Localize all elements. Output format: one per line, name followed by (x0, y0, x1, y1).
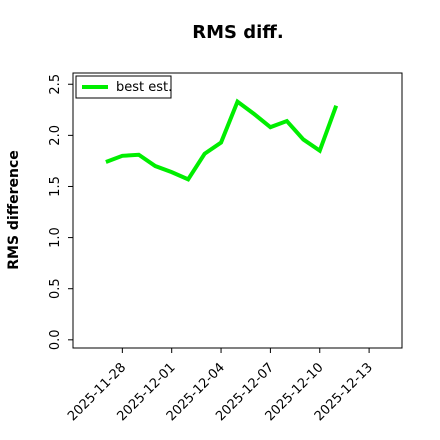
y-tick-label: 2.0 (48, 125, 63, 146)
y-tick-label: 0.0 (48, 329, 63, 350)
y-tick-label: 2.5 (48, 74, 63, 95)
legend-frame (75, 75, 172, 99)
chart-title: RMS diff. (192, 22, 283, 43)
y-tick-label: 0.5 (48, 278, 63, 299)
legend: best est. (75, 75, 172, 99)
plot-frame (72, 72, 403, 349)
data-line (105, 98, 339, 182)
y-tick-label: 1.5 (48, 176, 63, 197)
y-tick-label: 1.0 (48, 227, 63, 248)
legend-label: best est. (116, 80, 172, 95)
y-axis-label: RMS difference (6, 150, 22, 270)
